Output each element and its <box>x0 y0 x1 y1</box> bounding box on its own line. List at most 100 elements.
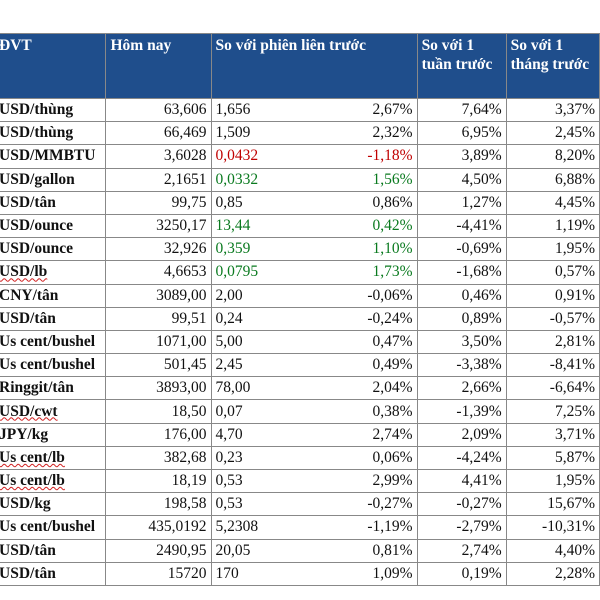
week-cell-text: 4,50% <box>461 170 502 188</box>
header-vs-prev-session: So với phiên liên trước <box>210 33 418 99</box>
month-cell: 0,57% <box>505 260 600 285</box>
change-pct-cell-text: 0,38% <box>372 402 413 420</box>
month-cell-text: 2,28% <box>554 564 595 582</box>
today-cell: 99,75 <box>105 190 212 215</box>
month-cell: 1,95% <box>505 237 600 262</box>
table-row: USD/cwt 18,50 0,07 0,38% -1,39% 7,25% <box>0 399 600 424</box>
today-cell-text: 15720 <box>167 564 207 582</box>
week-cell-text: 2,74% <box>461 541 502 559</box>
change-pct-cell-text: -0,24% <box>367 309 413 327</box>
change-pct-cell: 0,38% <box>311 399 418 424</box>
unit-cell: USD/thùng <box>0 121 107 146</box>
month-cell-text: 1,95% <box>554 472 595 490</box>
change-pct-cell: 0,47% <box>311 329 418 355</box>
unit-cell-text: USD/cwt <box>0 402 58 420</box>
today-cell: 18,50 <box>105 399 212 424</box>
unit-cell: CNY/tân <box>0 283 107 308</box>
change-pct-cell-text: 0,49% <box>372 356 413 374</box>
month-cell: 5,87% <box>505 445 600 471</box>
change-cell-text: 5,2308 <box>215 518 259 536</box>
change-pct-cell-text: 1,56% <box>372 170 413 188</box>
today-cell-text: 18,50 <box>171 402 207 420</box>
unit-cell-text: Ringgit/tân <box>0 379 74 397</box>
week-cell: 1,27% <box>416 190 507 215</box>
week-cell: 3,89% <box>416 144 507 169</box>
change-cell-text: 5,00 <box>215 332 243 350</box>
change-cell: 78,00 <box>210 376 312 401</box>
table-row: USD/kg 198,58 0,53 -0,27% -0,27% 15,67% <box>0 492 600 517</box>
table-row: Us cent/lb 18,19 0,53 2,99% 4,41% 1,95% <box>0 468 600 494</box>
week-cell-text: 6,95% <box>461 124 502 142</box>
month-cell-text: 1,95% <box>554 240 595 258</box>
week-cell: -1,39% <box>416 399 507 424</box>
month-cell-text: 6,88% <box>554 170 595 188</box>
week-cell-text: -0,27% <box>456 495 502 513</box>
table-row: USD/lb 4,6653 0,0795 1,73% -1,68% 0,57% <box>0 260 600 285</box>
change-pct-cell: 2,67% <box>311 97 418 123</box>
unit-cell: Us cent/bushel <box>0 353 107 378</box>
today-cell: 198,58 <box>105 492 212 517</box>
change-cell: 0,85 <box>210 190 312 215</box>
today-cell: 501,45 <box>105 353 212 378</box>
change-cell-text: 2,45 <box>215 356 243 374</box>
today-cell-text: 198,58 <box>163 495 207 513</box>
week-cell-text: -1,68% <box>456 263 502 281</box>
change-pct-cell: -1,19% <box>311 515 418 540</box>
table-row: Ringgit/tân 3893,00 78,00 2,04% 2,66% -6,64% <box>0 376 600 401</box>
change-cell-text: 78,00 <box>215 379 251 397</box>
change-cell: 0,24 <box>210 306 312 331</box>
unit-cell: USD/thùng <box>0 97 107 123</box>
table-row: USD/gallon 2,1651 0,0332 1,56% 4,50% 6,88% <box>0 167 600 192</box>
today-cell: 63,606 <box>105 97 212 123</box>
today-cell-text: 382,68 <box>163 448 207 466</box>
unit-cell-text: USD/tân <box>0 309 56 327</box>
change-cell-text: 1,656 <box>215 101 251 119</box>
today-cell: 435,0192 <box>105 515 212 540</box>
unit-cell: Us cent/bushel <box>0 329 107 355</box>
month-cell: 7,25% <box>505 399 600 424</box>
change-cell: 1,509 <box>210 121 312 146</box>
change-pct-cell-text: -1,19% <box>367 518 413 536</box>
change-cell-text: 20,05 <box>215 541 251 559</box>
month-cell-text: 7,25% <box>554 402 595 420</box>
today-cell: 382,68 <box>105 445 212 471</box>
change-pct-cell: 0,42% <box>311 213 418 239</box>
change-pct-cell: 1,09% <box>311 561 418 586</box>
table-row: USD/tân 15720 170 1,09% 0,19% 2,28% <box>0 561 600 586</box>
today-cell-text: 63,606 <box>163 101 207 119</box>
table-body: USD/thùng 63,606 1,656 2,67% 7,64% 3,37% USD/t… <box>0 97 600 586</box>
change-pct-cell: 2,99% <box>311 468 418 494</box>
header-vs-week: So với 1 tuần trước <box>416 33 507 99</box>
week-cell: 2,09% <box>416 422 507 447</box>
week-cell-text: -1,39% <box>456 402 502 420</box>
today-cell: 32,926 <box>105 237 212 262</box>
unit-cell: Ringgit/tân <box>0 376 107 401</box>
week-cell-text: 3,89% <box>461 147 502 165</box>
change-pct-cell: 0,86% <box>311 190 418 215</box>
change-pct-cell: -0,27% <box>311 492 418 517</box>
week-cell-text: 2,09% <box>461 425 502 443</box>
change-cell-text: 0,24 <box>215 309 243 327</box>
week-cell-text: -4,41% <box>456 217 502 235</box>
change-cell-text: 1,509 <box>215 124 251 142</box>
week-cell: 7,64% <box>416 97 507 123</box>
today-cell-text: 32,926 <box>163 240 207 258</box>
week-cell: 6,95% <box>416 121 507 146</box>
unit-cell-text: Us cent/lb <box>0 472 65 490</box>
table-row: USD/thùng 66,469 1,509 2,32% 6,95% 2,45% <box>0 121 600 146</box>
week-cell: 4,41% <box>416 468 507 494</box>
week-cell: -1,68% <box>416 260 507 285</box>
price-table-container: ĐVT Hôm nay So với phiên liên trước So v… <box>0 33 600 586</box>
week-cell-text: -3,38% <box>456 356 502 374</box>
unit-cell: USD/kg <box>0 492 107 517</box>
week-cell: 2,66% <box>416 376 507 401</box>
unit-cell: Us cent/lb <box>0 445 107 471</box>
month-cell: 15,67% <box>505 492 600 517</box>
change-cell-text: 0,0332 <box>215 170 259 188</box>
unit-cell: USD/tân <box>0 190 107 215</box>
table-row: Us cent/bushel 1071,00 5,00 0,47% 3,50% 2,81% <box>0 329 600 355</box>
unit-cell: USD/lb <box>0 260 107 285</box>
today-cell-text: 4,6653 <box>163 263 207 281</box>
unit-cell-text: JPY/kg <box>0 425 49 443</box>
week-cell: -2,79% <box>416 515 507 540</box>
